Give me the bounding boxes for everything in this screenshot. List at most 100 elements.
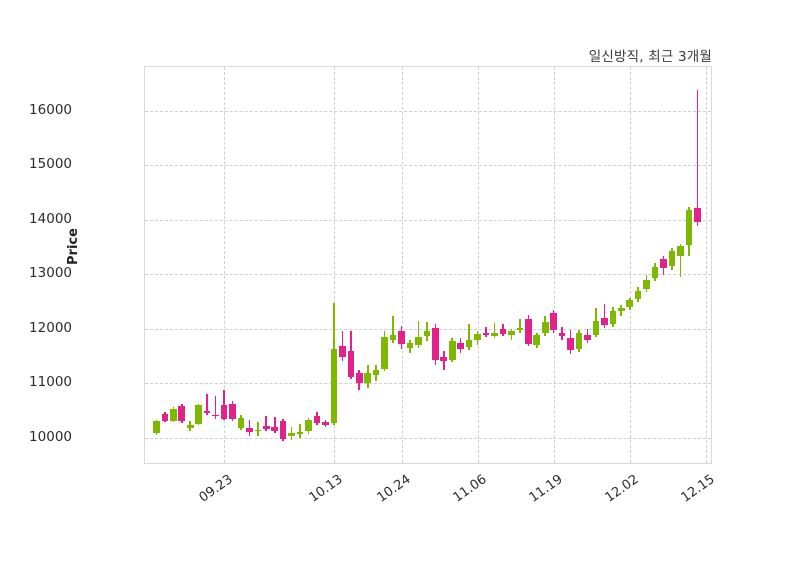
- candle-body: [296, 431, 304, 434]
- candle-body: [567, 337, 574, 351]
- candle-body: [432, 328, 439, 361]
- candle-body: [525, 318, 532, 344]
- x-tick-12.02: 12.02: [602, 472, 642, 506]
- gridline-y: [145, 110, 711, 112]
- candle-body: [246, 427, 253, 433]
- x-tick-12.15: 12.15: [678, 472, 718, 506]
- candle-wick: [519, 318, 521, 333]
- candle-body: [440, 356, 448, 362]
- gridline-x: [224, 67, 226, 463]
- candle-body: [643, 279, 650, 290]
- y-tick-16000: 16000: [29, 101, 72, 118]
- candle-body: [330, 349, 338, 423]
- gridline-y: [145, 219, 711, 221]
- candle-body: [660, 258, 667, 268]
- candle-body: [541, 321, 549, 334]
- candle-body: [601, 317, 608, 326]
- x-tick-11.19: 11.19: [526, 472, 566, 506]
- candle-body: [347, 351, 355, 377]
- y-tick-15000: 15000: [29, 156, 72, 173]
- x-tick-10.24: 10.24: [374, 472, 414, 506]
- candle-body: [651, 267, 659, 278]
- candle-wick: [603, 304, 606, 328]
- candle-body: [178, 405, 186, 422]
- candle-wick: [299, 423, 301, 438]
- gridline-y: [145, 328, 711, 330]
- candle-body: [423, 331, 431, 336]
- gridline-x: [333, 67, 335, 463]
- gridline-y: [145, 383, 711, 385]
- x-tick-11.06: 11.06: [450, 472, 490, 506]
- candle-wick: [485, 327, 487, 338]
- candle-body: [313, 415, 321, 423]
- x-tick-09.23: 09.23: [196, 472, 236, 506]
- gridline-y: [145, 437, 711, 439]
- candle-body: [254, 429, 262, 432]
- gridline-x: [401, 67, 403, 463]
- candle-wick: [679, 243, 682, 277]
- candle-wick: [206, 394, 208, 415]
- candle-body: [229, 403, 236, 419]
- candle-wick: [468, 324, 470, 350]
- candle-body: [186, 425, 194, 428]
- candle-body: [617, 307, 625, 312]
- candle-body: [288, 433, 295, 436]
- y-tick-14000: 14000: [29, 210, 72, 227]
- candle-body: [634, 290, 642, 300]
- candle-body: [415, 337, 422, 346]
- candle-body: [203, 411, 211, 413]
- candle-wick: [265, 415, 268, 432]
- candle-body: [592, 320, 600, 336]
- candle-body: [389, 335, 397, 340]
- candle-body: [508, 330, 515, 336]
- candle-body: [322, 422, 329, 425]
- candle-body: [677, 245, 684, 257]
- candle-body: [448, 340, 456, 360]
- y-axis-label: Price: [66, 228, 81, 265]
- candle-body: [474, 334, 481, 341]
- candle-body: [381, 336, 388, 370]
- candle-wick: [417, 320, 420, 348]
- candle-body: [271, 426, 279, 431]
- candle-body: [355, 373, 363, 384]
- candle-body: [499, 329, 507, 335]
- candle-body: [457, 342, 464, 350]
- candle-body: [465, 340, 473, 348]
- candle-body: [575, 332, 583, 350]
- candle-body: [220, 405, 228, 420]
- candle-wick: [696, 89, 699, 227]
- candle-body: [685, 209, 693, 245]
- candle-body: [305, 420, 312, 431]
- candle-wick: [248, 420, 251, 436]
- candle-body: [161, 414, 169, 421]
- candle-wick: [257, 421, 259, 437]
- gridline-x: [705, 67, 707, 463]
- candle-body: [212, 414, 219, 417]
- candle-wick: [214, 396, 217, 420]
- candle-body: [482, 332, 490, 336]
- y-tick-11000: 11000: [29, 374, 72, 391]
- candle-wick: [426, 321, 428, 341]
- y-tick-13000: 13000: [29, 265, 72, 282]
- x-tick-10.13: 10.13: [306, 472, 346, 506]
- gridline-x: [477, 67, 479, 463]
- gridline-x: [629, 67, 631, 463]
- candle-body: [558, 332, 566, 337]
- candle-body: [626, 300, 634, 307]
- y-tick-10000: 10000: [29, 428, 72, 445]
- gridline-y: [145, 274, 711, 276]
- candle-body: [372, 369, 380, 376]
- candle-body: [262, 426, 270, 429]
- candle-body: [516, 328, 524, 330]
- candle-wick: [273, 417, 276, 434]
- candle-body: [398, 330, 405, 344]
- candle-body: [364, 373, 371, 384]
- candle-body: [694, 207, 701, 222]
- candle-body: [195, 405, 202, 425]
- candle-body: [170, 409, 177, 422]
- candle-body: [584, 335, 591, 340]
- candle-body: [609, 310, 617, 325]
- gridline-x: [553, 67, 555, 463]
- candle-body: [279, 420, 287, 439]
